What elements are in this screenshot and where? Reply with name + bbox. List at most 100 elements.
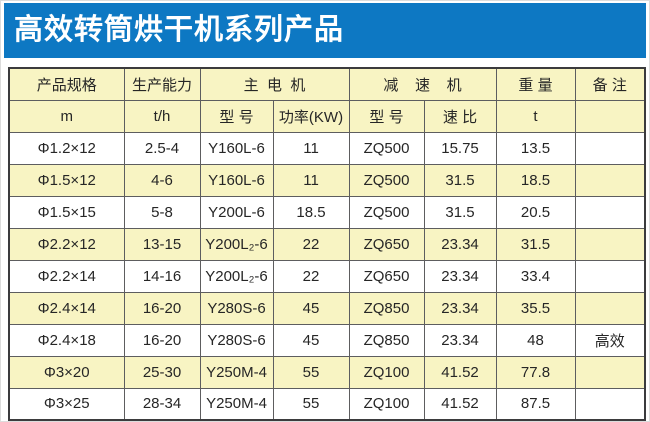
cell-speed-ratio: 15.75 [423,131,497,165]
subheader-weight-unit-t: t [495,99,576,133]
cell-capacity: 5-8 [123,195,201,229]
table-row: Φ2.2×14 14-16 Y200L₂-6 22 ZQ650 23.34 33… [8,259,646,293]
subheader-capacity-unit-th: t/h [123,99,201,133]
cell-capacity: 16-20 [123,323,201,357]
subheader-speed-ratio: 速 比 [423,99,497,133]
cell-spec: Φ1.2×12 [8,131,125,165]
cell-reducer-model: ZQ100 [348,355,425,389]
table-row: Φ2.4×14 16-20 Y280S-6 45 ZQ850 23.34 35.… [8,291,646,325]
cell-remarks [574,291,646,325]
title-bar: 高效转筒烘干机系列产品 [4,3,646,58]
cell-reducer-model: ZQ850 [348,323,425,357]
header-reducer: 减 速 机 [348,67,497,101]
cell-reducer-model: ZQ500 [348,163,425,197]
cell-speed-ratio: 23.34 [423,291,497,325]
subheader-motor-power-kw: 功率(KW) [272,99,350,133]
cell-capacity: 13-15 [123,227,201,261]
table-row: Φ3×25 28-34 Y250M-4 55 ZQ100 41.52 87.5 [8,387,646,421]
cell-reducer-model: ZQ100 [348,387,425,421]
cell-remarks [574,195,646,229]
cell-weight: 48 [495,323,576,357]
cell-spec: Φ3×20 [8,355,125,389]
cell-motor-power: 45 [272,323,350,357]
cell-motor-model: Y280S-6 [199,323,274,357]
cell-speed-ratio: 23.34 [423,323,497,357]
header-production-capacity: 生产能力 [123,67,201,101]
cell-motor-model: Y160L-6 [199,163,274,197]
cell-capacity: 4-6 [123,163,201,197]
cell-spec: Φ2.2×12 [8,227,125,261]
cell-capacity: 25-30 [123,355,201,389]
cell-motor-power: 22 [272,259,350,293]
cell-capacity: 16-20 [123,291,201,325]
table-row: Φ3×20 25-30 Y250M-4 55 ZQ100 41.52 77.8 [8,355,646,389]
cell-speed-ratio: 41.52 [423,355,497,389]
cell-motor-model: Y200L₂-6 [199,227,274,261]
cell-weight: 77.8 [495,355,576,389]
cell-motor-power: 11 [272,131,350,165]
cell-remarks [574,131,646,165]
cell-remarks [574,355,646,389]
cell-spec: Φ3×25 [8,387,125,421]
subheader-remarks-empty [574,99,646,133]
cell-spec: Φ1.5×12 [8,163,125,197]
subheader-spec-unit-m: m [8,99,125,133]
cell-weight: 35.5 [495,291,576,325]
cell-motor-model: Y280S-6 [199,291,274,325]
cell-capacity: 28-34 [123,387,201,421]
table-row: Φ1.2×12 2.5-4 Y160L-6 11 ZQ500 15.75 13.… [8,131,646,165]
header-group-row: 产品规格 生产能力 主 电 机 减 速 机 重 量 备 注 [8,67,646,101]
cell-remarks: 高效 [574,323,646,357]
table-header: 产品规格 生产能力 主 电 机 减 速 机 重 量 备 注 m t/h 型 号 … [8,67,646,133]
cell-capacity: 2.5-4 [123,131,201,165]
header-remarks: 备 注 [574,67,646,101]
cell-motor-model: Y250M-4 [199,387,274,421]
header-unit-row: m t/h 型 号 功率(KW) 型 号 速 比 t [8,99,646,133]
cell-weight: 33.4 [495,259,576,293]
header-weight: 重 量 [495,67,576,101]
cell-spec: Φ2.4×18 [8,323,125,357]
page-title: 高效转筒烘干机系列产品 [14,14,345,46]
cell-reducer-model: ZQ650 [348,227,425,261]
cell-speed-ratio: 23.34 [423,259,497,293]
header-product-spec: 产品规格 [8,67,125,101]
product-spec-table: 产品规格 生产能力 主 电 机 减 速 机 重 量 备 注 m t/h 型 号 … [8,67,647,421]
cell-speed-ratio: 31.5 [423,163,497,197]
cell-speed-ratio: 31.5 [423,195,497,229]
cell-motor-model: Y250M-4 [199,355,274,389]
table-row: Φ1.5×15 5-8 Y200L-6 18.5 ZQ500 31.5 20.5 [8,195,646,229]
cell-reducer-model: ZQ850 [348,291,425,325]
table-body: Φ1.2×12 2.5-4 Y160L-6 11 ZQ500 15.75 13.… [8,131,646,421]
cell-capacity: 14-16 [123,259,201,293]
cell-remarks [574,227,646,261]
cell-spec: Φ2.2×14 [8,259,125,293]
header-main-motor: 主 电 机 [199,67,350,101]
cell-speed-ratio: 41.52 [423,387,497,421]
cell-motor-power: 45 [272,291,350,325]
cell-motor-power: 18.5 [272,195,350,229]
cell-remarks [574,259,646,293]
cell-spec: Φ2.4×14 [8,291,125,325]
cell-motor-model: Y200L₂-6 [199,259,274,293]
subheader-reducer-model: 型 号 [348,99,425,133]
cell-weight: 18.5 [495,163,576,197]
cell-weight: 31.5 [495,227,576,261]
table-row: Φ2.4×18 16-20 Y280S-6 45 ZQ850 23.34 48 … [8,323,646,357]
cell-motor-power: 22 [272,227,350,261]
cell-motor-power: 55 [272,387,350,421]
cell-remarks [574,163,646,197]
table-row: Φ2.2×12 13-15 Y200L₂-6 22 ZQ650 23.34 31… [8,227,646,261]
cell-weight: 20.5 [495,195,576,229]
cell-speed-ratio: 23.34 [423,227,497,261]
cell-motor-power: 11 [272,163,350,197]
cell-reducer-model: ZQ500 [348,195,425,229]
cell-motor-power: 55 [272,355,350,389]
cell-motor-model: Y160L-6 [199,131,274,165]
cell-reducer-model: ZQ650 [348,259,425,293]
cell-spec: Φ1.5×15 [8,195,125,229]
cell-remarks [574,387,646,421]
table-row: Φ1.5×12 4-6 Y160L-6 11 ZQ500 31.5 18.5 [8,163,646,197]
cell-weight: 87.5 [495,387,576,421]
subheader-motor-model: 型 号 [199,99,274,133]
cell-reducer-model: ZQ500 [348,131,425,165]
